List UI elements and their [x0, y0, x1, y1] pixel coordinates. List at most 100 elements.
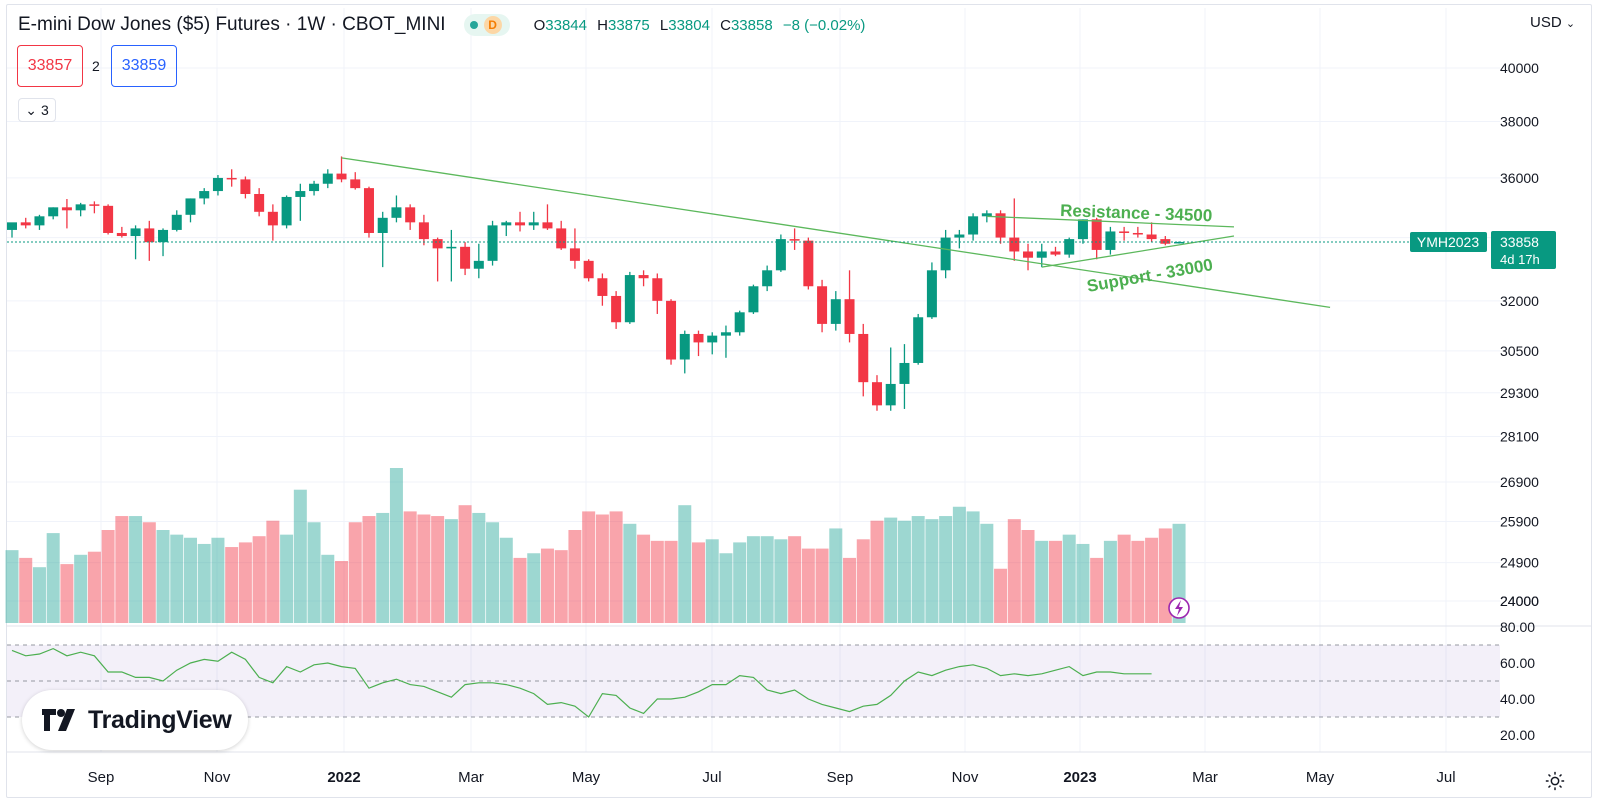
candle-body — [968, 216, 979, 235]
candle-body — [295, 191, 306, 197]
volume-bar — [129, 516, 143, 623]
time-axis-label: Sep — [88, 769, 115, 786]
candle-body — [940, 237, 951, 271]
symbol-tag-bg — [1410, 231, 1487, 252]
volume-bar — [293, 489, 307, 623]
time-axis-label: 2023 — [1063, 769, 1096, 786]
volume-bar — [362, 516, 376, 623]
candle-body — [995, 213, 1006, 238]
volume-bar — [142, 522, 156, 623]
close-label: C — [720, 16, 731, 34]
volume-bar — [650, 540, 664, 623]
low-label: L — [659, 16, 669, 34]
volume-bar — [156, 530, 170, 623]
candle-body — [116, 232, 127, 237]
candle-body — [418, 222, 429, 240]
candle-body — [1009, 237, 1020, 252]
volume-bar — [472, 512, 486, 623]
candle-body — [542, 222, 553, 229]
candle-body — [226, 177, 237, 180]
price-axis-label: 38000 — [1500, 114, 1539, 130]
candle-body — [267, 211, 278, 226]
currency-label: USD — [1530, 14, 1562, 31]
candle-body — [1064, 239, 1075, 255]
volume-bar — [1035, 540, 1049, 623]
high-value: 33875 — [608, 16, 650, 34]
candle-body — [144, 228, 155, 243]
sell-price-button[interactable]: 33857 — [17, 45, 83, 87]
volume-bar — [170, 534, 184, 623]
tradingview-logo[interactable]: TradingView — [22, 690, 248, 750]
open-label: O — [533, 16, 546, 34]
volume-bar — [431, 516, 445, 623]
candle-body — [405, 207, 416, 223]
candle-body — [693, 333, 704, 343]
volume-bar — [719, 553, 733, 623]
symbol-title[interactable]: E-mini Dow Jones ($5) Futures · 1W · CBO… — [18, 14, 446, 35]
time-axis-label: Nov — [204, 769, 231, 786]
volume-bar — [46, 533, 60, 623]
time-axis-label: Nov — [952, 769, 979, 786]
volume-bar — [637, 534, 651, 623]
candle-body — [1036, 251, 1047, 258]
low-value: 33804 — [668, 16, 710, 34]
chart-header: E-mini Dow Jones ($5) Futures · 1W · CBO… — [18, 14, 865, 36]
volume-bar — [760, 536, 774, 623]
chevron-down-icon: ⌄ — [1565, 18, 1576, 30]
trend-line — [1041, 235, 1235, 268]
volume-bar — [74, 554, 88, 623]
volume-bar — [911, 516, 925, 623]
volume-bar — [884, 517, 898, 623]
market-status-badge[interactable]: D — [463, 14, 510, 36]
buy-price-button[interactable]: 33859 — [111, 45, 177, 87]
time-axis-label: May — [572, 769, 601, 786]
rsi-line — [11, 647, 1152, 718]
volume-bar — [966, 511, 980, 623]
logo-text: TradingView — [88, 705, 232, 734]
volume-bar — [1117, 534, 1131, 623]
volume-bar — [678, 505, 692, 623]
indicators-toggle-button[interactable]: ⌄ 3 — [18, 98, 56, 122]
candle-body — [830, 299, 841, 324]
candle-body — [981, 213, 992, 217]
candle-body — [926, 270, 937, 318]
lightning-bolt-icon — [1175, 600, 1183, 616]
candle-body — [1132, 232, 1143, 235]
rsi-axis-label: 60.00 — [1500, 655, 1535, 671]
candle-body — [7, 222, 17, 230]
candle-body — [844, 299, 855, 334]
price-axis-label: 29300 — [1500, 385, 1539, 401]
price-axis-label: 24000 — [1500, 593, 1539, 609]
support-label: Support - 33000 — [1085, 255, 1214, 296]
volume-bar — [692, 542, 705, 623]
price-tag-value: 33858 — [1500, 234, 1539, 250]
candle-body — [377, 217, 388, 233]
candle-body — [185, 198, 196, 215]
volume-bar — [1145, 537, 1159, 623]
volume-bar — [980, 523, 994, 623]
candle-body — [720, 332, 731, 336]
candle-body — [158, 229, 169, 243]
volume-bar — [1090, 557, 1104, 623]
time-axis-label: Mar — [1192, 769, 1218, 786]
volume-bar — [829, 528, 843, 623]
volume-bar — [458, 505, 472, 623]
candle-body — [515, 222, 526, 226]
volume-bar — [870, 520, 884, 623]
candle-body — [556, 228, 567, 249]
volume-bar — [939, 516, 953, 623]
price-tag-countdown: 4d 17h — [1500, 252, 1540, 267]
candle-body — [1146, 234, 1157, 240]
volume-bar — [554, 550, 568, 623]
gear-icon[interactable] — [1544, 770, 1566, 792]
price-axis-label: 40000 — [1500, 60, 1539, 76]
volume-bar — [788, 536, 802, 623]
currency-selector[interactable]: USD ⌄ — [1530, 14, 1575, 31]
open-value: 33844 — [545, 16, 587, 34]
candle-body — [913, 317, 924, 363]
data-delay-badge: D — [483, 16, 502, 34]
candle-body — [336, 173, 347, 180]
price-tag-bg — [1491, 230, 1556, 269]
volume-bar — [1076, 543, 1090, 623]
